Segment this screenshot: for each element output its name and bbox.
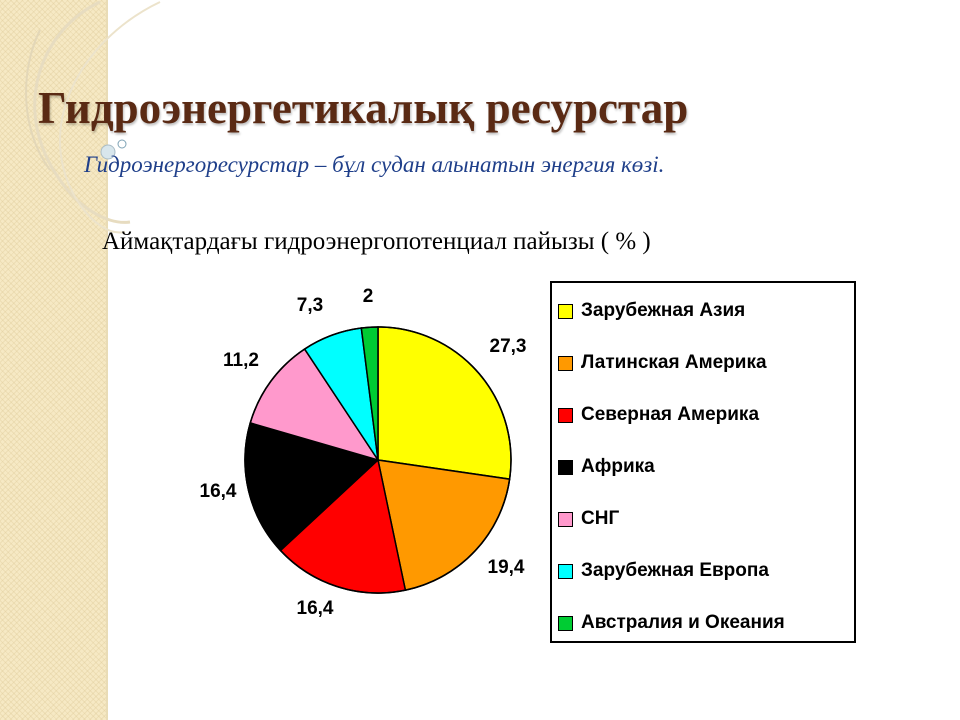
pie-value-label: 16,4	[297, 598, 334, 619]
chart-heading: Аймақтардағы гидроэнергопотенциал пайызы…	[102, 228, 651, 255]
side-strip-edge	[106, 0, 108, 720]
legend-item: Зарубежная Европа	[558, 559, 769, 583]
legend-swatch	[558, 407, 573, 423]
legend-item: Африка	[558, 455, 655, 479]
legend-label: Северная Америка	[581, 404, 760, 425]
legend-swatch	[558, 355, 573, 371]
pie-value-label: 16,4	[200, 481, 237, 502]
legend-swatch	[558, 511, 573, 527]
legend-item: СНГ	[558, 507, 619, 531]
pie-value-label: 2	[363, 286, 374, 307]
legend-swatch	[558, 459, 573, 475]
legend-label: СНГ	[581, 508, 620, 529]
legend-item: Австралия и Океания	[558, 611, 785, 635]
pie-value-labels: 27,3 19,4 16,4 16,4 11,2 7,3 2	[200, 286, 527, 619]
slide-subtitle: Гидроэнергоресурстар – бұл судан алынаты…	[84, 152, 665, 177]
legend-item: Зарубежная Азия	[558, 299, 745, 323]
legend-label: Зарубежная Европа	[581, 560, 769, 581]
pie-value-label: 19,4	[488, 557, 525, 578]
legend-swatch	[558, 615, 573, 631]
legend-swatch	[558, 303, 573, 319]
slide-title: Гидроэнергетикалық ресурстар	[38, 83, 689, 133]
legend-item: Латинская Америка	[558, 351, 767, 375]
legend-swatch	[558, 563, 573, 579]
pie-value-label: 11,2	[223, 350, 259, 371]
pie-outline	[244, 326, 512, 594]
legend-label: Африка	[581, 456, 655, 477]
chart-legend: Зарубежная Азия Латинская Америка Северная…	[550, 281, 856, 643]
pie-value-label: 7,3	[297, 295, 323, 316]
pie-value-label: 27,3	[490, 336, 527, 357]
legend-label: Зарубежная Азия	[581, 300, 746, 321]
pie-slices	[244, 326, 512, 594]
legend-item: Северная Америка	[558, 403, 759, 427]
legend-label: Австралия и Океания	[581, 612, 785, 633]
legend-label: Латинская Америка	[581, 352, 767, 373]
